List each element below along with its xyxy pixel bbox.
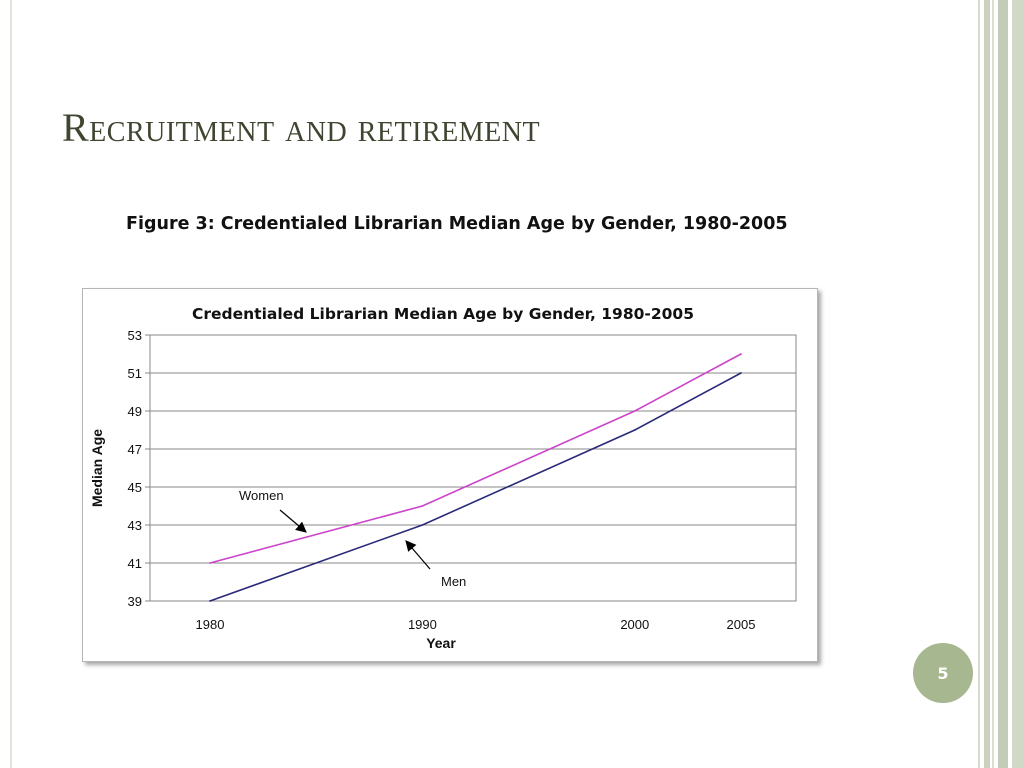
x-tick-label: 2000: [620, 617, 649, 632]
annotation-women: Women: [239, 488, 284, 503]
chart-title: Credentialed Librarian Median Age by Gen…: [192, 305, 694, 323]
data-point-men: [633, 429, 636, 431]
x-tick-label: 1990: [408, 617, 437, 632]
data-point-women: [740, 353, 742, 355]
y-tick-label: 43: [128, 518, 142, 533]
data-point-men: [421, 524, 424, 526]
series-line-men: [209, 372, 742, 602]
y-tick-label: 49: [128, 404, 142, 419]
right-decorative-stripes: [978, 0, 1024, 768]
y-tick-label: 45: [128, 480, 142, 495]
data-point-men: [209, 600, 211, 602]
chart-frame: Credentialed Librarian Median Age by Gen…: [82, 288, 818, 662]
y-tick-label: 39: [128, 594, 142, 609]
line-chart: Credentialed Librarian Median Age by Gen…: [89, 305, 797, 651]
y-tick-label: 53: [128, 328, 142, 343]
annotation-men: Men: [441, 574, 466, 589]
plot-area-border: [149, 334, 797, 602]
x-tick-label: 1980: [196, 617, 225, 632]
x-axis-label: Year: [426, 635, 456, 651]
y-axis-label: Median Age: [89, 429, 105, 507]
y-tick-label: 41: [128, 556, 142, 571]
y-tick-label: 47: [128, 442, 142, 457]
series-line-women: [209, 353, 742, 564]
slide-title: Recruitment and retirement: [62, 105, 541, 150]
y-tick-label: 51: [128, 366, 142, 381]
data-point-women: [421, 505, 424, 507]
x-tick-label: 2005: [727, 617, 756, 632]
data-point-women: [633, 410, 636, 412]
data-point-women: [209, 562, 211, 564]
figure-caption: Figure 3: Credentialed Librarian Median …: [126, 214, 788, 234]
annotation-arrow-men: [405, 540, 431, 570]
annotation-arrow-women: [279, 509, 307, 533]
page-number-badge: 5: [913, 643, 973, 703]
data-point-men: [740, 372, 742, 374]
left-border-rule: [10, 0, 12, 768]
